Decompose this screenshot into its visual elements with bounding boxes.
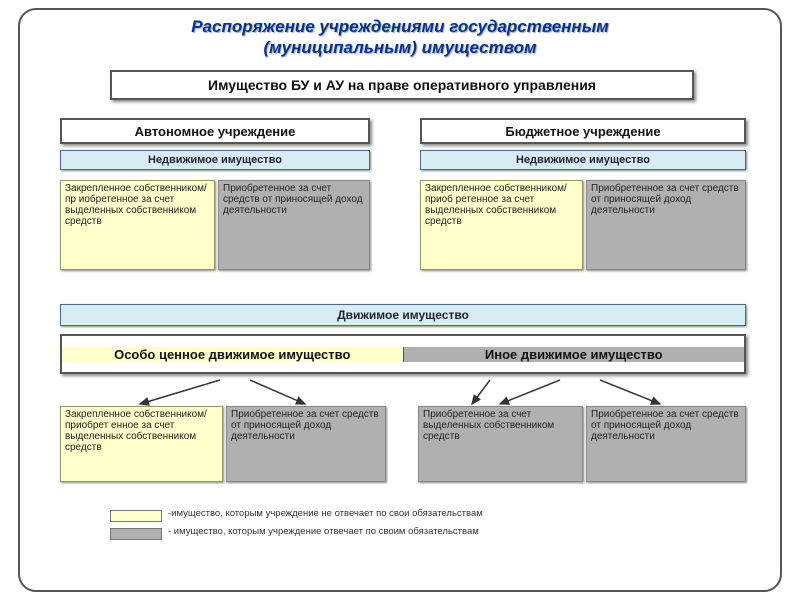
cell-bottom-1-text: Закрепленное собственником/приобрет енно… (65, 409, 218, 453)
title-line2: (муниципальным) имуществом (263, 38, 536, 57)
movable-bar: Движимое имущество (60, 304, 746, 326)
col-right-label: Бюджетное учреждение (505, 124, 660, 139)
movable-bar-label: Движимое имущество (337, 308, 469, 322)
cell-top-3-text: Закрепленное собственником/приоб ретенно… (425, 183, 578, 227)
cell-bottom-2: Приобретенное за счет средств от принося… (226, 406, 386, 482)
main-header-text: Имущество БУ и АУ на праве оперативного … (208, 77, 596, 93)
title-line1: Распоряжение учреждениями государственны… (191, 17, 609, 36)
cell-bottom-1: Закрепленное собственником/приобрет енно… (60, 406, 223, 482)
legend-gray-text: - имущество, которым учреждение отвечает… (168, 526, 479, 537)
valuable-movable-label: Особо ценное движимое имущество (114, 347, 350, 362)
cell-bottom-2-text: Приобретенное за счет средств от принося… (231, 409, 381, 442)
other-movable-label: Иное движимое имущество (485, 347, 663, 362)
diagram-frame: Распоряжение учреждениями государственны… (18, 8, 782, 592)
cell-top-1: Закрепленное собственником/пр иобретенно… (60, 180, 215, 270)
col-right-header: Бюджетное учреждение (420, 118, 746, 144)
immovable-left-label: Недвижимое имущество (148, 154, 282, 166)
cell-top-1-text: Закрепленное собственником/пр иобретенно… (65, 183, 210, 227)
valuable-movable-half: Особо ценное движимое имущество (62, 347, 404, 362)
col-left-header: Автономное учреждение (60, 118, 370, 144)
cell-bottom-4: Приобретенное за счет средств от принося… (586, 406, 746, 482)
cell-bottom-3: Приобретенное за счет выделенных собстве… (418, 406, 583, 482)
bottom-split-bar: Особо ценное движимое имущество Иное дви… (60, 334, 746, 374)
immovable-right: Недвижимое имущество (420, 150, 746, 170)
immovable-left: Недвижимое имущество (60, 150, 370, 170)
legend-gray-swatch (110, 528, 162, 540)
cell-top-2: Приобретенное за счет средств от принося… (218, 180, 370, 270)
cell-top-3: Закрепленное собственником/приоб ретенно… (420, 180, 583, 270)
legend-yellow-swatch (110, 510, 162, 522)
col-left-label: Автономное учреждение (135, 124, 296, 139)
other-movable-half: Иное движимое имущество (404, 347, 745, 362)
page-title: Распоряжение учреждениями государственны… (20, 16, 780, 59)
cell-top-4-text: Приобретенное за счет средств от принося… (591, 183, 741, 216)
main-header-box: Имущество БУ и АУ на праве оперативного … (110, 70, 694, 100)
cell-bottom-4-text: Приобретенное за счет средств от принося… (591, 409, 741, 442)
immovable-right-label: Недвижимое имущество (516, 154, 650, 166)
cell-bottom-3-text: Приобретенное за счет выделенных собстве… (423, 409, 578, 442)
cell-top-2-text: Приобретенное за счет средств от принося… (223, 183, 365, 216)
legend-yellow-text: -имущество, которым учреждение не отвеча… (168, 508, 483, 519)
cell-top-4: Приобретенное за счет средств от принося… (586, 180, 746, 270)
